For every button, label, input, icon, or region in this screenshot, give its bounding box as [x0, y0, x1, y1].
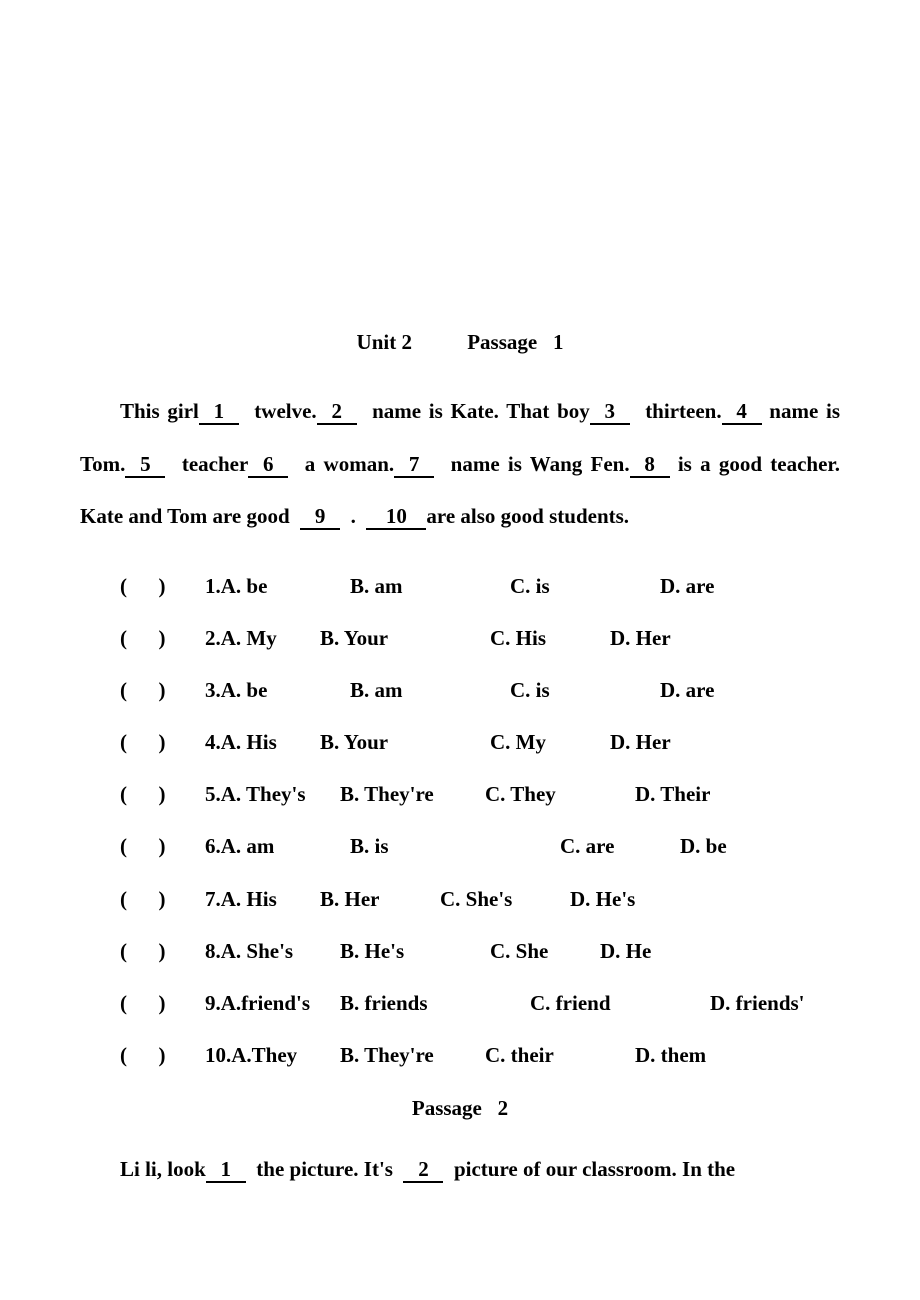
answer-paren[interactable]: ( ): [120, 823, 205, 869]
question-row-2: ( )2.A. MyB. YourC. HisD. Her: [120, 615, 840, 661]
passage2-text: Li li, look1 the picture. It's 2 picture…: [80, 1143, 840, 1196]
question-option-c: C. is: [510, 667, 660, 713]
question-option-a: 6.A. am: [205, 823, 350, 869]
answer-paren[interactable]: ( ): [120, 771, 205, 817]
question-option-b: B. Your: [320, 615, 480, 661]
question-option-b: B. is: [350, 823, 510, 869]
blank-3: 3: [590, 400, 630, 425]
text-part: are also good students.: [426, 504, 629, 528]
question-option-c: C. their: [485, 1032, 635, 1078]
question-option-d: D. are: [660, 667, 840, 713]
question-option-a: 10.A.They: [205, 1032, 350, 1078]
question-row-7: ( )7.A. HisB. HerC. She'sD. He's: [120, 876, 840, 922]
question-row-4: ( )4.A. HisB. YourC. MyD. Her: [120, 719, 840, 765]
answer-paren[interactable]: ( ): [120, 615, 205, 661]
answer-paren[interactable]: ( ): [120, 1032, 205, 1078]
blank-8: 8: [630, 453, 670, 478]
text-part: name is Kate. That boy: [372, 399, 590, 423]
question-option-d: D. Her: [610, 719, 840, 765]
text-part: the picture. It's: [256, 1157, 393, 1181]
document-page: Unit 2 Passage 1 This girl1 twelve.2 nam…: [0, 0, 920, 1196]
question-row-6: ( )6.A. amB. isC. areD. be: [120, 823, 840, 869]
question-option-a: 9.A.friend's: [205, 980, 350, 1026]
question-option-b: B. He's: [340, 928, 500, 974]
blank-p2-1: 1: [206, 1158, 246, 1183]
text-part: name is Wang Fen.: [451, 452, 630, 476]
answer-paren[interactable]: ( ): [120, 928, 205, 974]
question-row-8: ( )8.A. She'sB. He'sC. SheD. He: [120, 928, 840, 974]
question-row-1: ( )1.A. beB. amC. isD. are: [120, 563, 840, 609]
question-option-d: D. be: [680, 823, 840, 869]
question-row-9: ( )9.A.friend'sB. friends C. friend D. fri…: [120, 980, 840, 1026]
blank-5: 5: [125, 453, 165, 478]
text-part: This girl: [120, 399, 199, 423]
question-option-b: B. am: [350, 667, 510, 713]
question-option-d: D. friends': [710, 980, 840, 1026]
question-option-d: D. He's: [570, 876, 840, 922]
text-part: thirteen.: [645, 399, 721, 423]
question-option-a: 8.A. She's: [205, 928, 350, 974]
blank-2: 2: [317, 400, 357, 425]
question-option-c: C. She's: [440, 876, 590, 922]
blank-10: 10: [366, 505, 426, 530]
question-option-b: B. am: [350, 563, 510, 609]
question-row-10: ( )10.A.TheyB. They'reC. theirD. them: [120, 1032, 840, 1078]
passage1-text: This girl1 twelve.2 name is Kate. That b…: [80, 385, 840, 543]
answer-paren[interactable]: ( ): [120, 980, 205, 1026]
answer-paren[interactable]: ( ): [120, 719, 205, 765]
question-option-b: B. They're: [340, 1032, 500, 1078]
question-option-d: D. He: [600, 928, 840, 974]
question-option-a: 3.A. be: [205, 667, 350, 713]
answer-paren[interactable]: ( ): [120, 876, 205, 922]
question-option-d: D. Their: [635, 771, 840, 817]
questions-list: ( )1.A. beB. amC. isD. are( )2.A. MyB. Y…: [80, 563, 840, 1079]
blank-9: 9: [300, 505, 340, 530]
blank-6: 6: [248, 453, 288, 478]
question-option-b: B. Your: [320, 719, 480, 765]
text-part: teacher: [182, 452, 248, 476]
answer-paren[interactable]: ( ): [120, 667, 205, 713]
question-option-d: D. are: [660, 563, 840, 609]
blank-1: 1: [199, 400, 239, 425]
question-option-c: C. is: [510, 563, 660, 609]
text-part: picture of our classroom. In the: [454, 1157, 735, 1181]
question-option-c: C. They: [485, 771, 635, 817]
question-option-b: B. They're: [340, 771, 500, 817]
text-part: Li li, look: [120, 1157, 206, 1181]
answer-paren[interactable]: ( ): [120, 563, 205, 609]
passage1-header: Unit 2 Passage 1: [80, 330, 840, 355]
passage2-header: Passage 2: [80, 1096, 840, 1121]
blank-p2-2: 2: [403, 1158, 443, 1183]
text-part: .: [351, 504, 356, 528]
question-row-5: ( )5.A. They'sB. They'reC. TheyD. Their: [120, 771, 840, 817]
text-part: twelve.: [254, 399, 316, 423]
text-part: a woman.: [305, 452, 394, 476]
passage-label: Passage 1: [467, 330, 563, 355]
question-option-d: D. them: [635, 1032, 840, 1078]
blank-4: 4: [722, 400, 762, 425]
blank-7: 7: [394, 453, 434, 478]
question-row-3: ( )3.A. beB. amC. isD. are: [120, 667, 840, 713]
question-option-c: C. friend: [530, 980, 680, 1026]
unit-label: Unit 2: [357, 330, 412, 355]
question-option-a: 1.A. be: [205, 563, 350, 609]
question-option-d: D. Her: [610, 615, 840, 661]
question-option-a: 5.A. They's: [205, 771, 350, 817]
question-option-b: B. friends: [340, 980, 500, 1026]
